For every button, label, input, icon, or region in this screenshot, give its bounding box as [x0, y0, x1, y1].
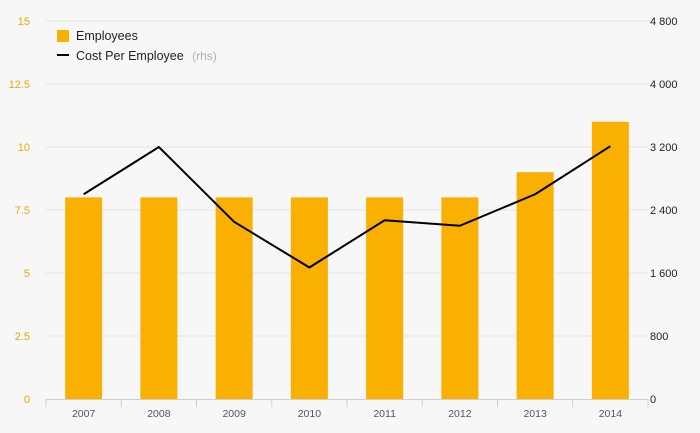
legend: Employees Cost Per Employee (rhs): [57, 29, 217, 64]
line-series: [83, 145, 611, 269]
x-tick-label: 2014: [599, 408, 623, 420]
bar-employees: [366, 197, 404, 399]
legend-employees-label: Employees: [76, 29, 138, 43]
bar-series: [65, 121, 629, 400]
y-right-tick-label: 2 400: [650, 205, 678, 217]
legend-employees-swatch: [57, 30, 69, 42]
axes: 0 0 2.5 800 5 1 600 7.5 2 400 10 3 200 12.5 4 000 15…: [9, 16, 678, 420]
grid-lines: [46, 20, 648, 337]
y-right-tick-label: 4 000: [650, 79, 678, 91]
x-tick-label: 2007: [72, 408, 96, 420]
x-tick-label: 2008: [147, 408, 171, 420]
y-left-tick-label: 12.5: [9, 79, 30, 91]
bar-employees: [441, 197, 479, 399]
bar-employees: [215, 197, 253, 399]
line-cost-per-employee: [83, 145, 611, 269]
bar-employees: [591, 121, 629, 400]
y-right-tick-label: 0: [650, 394, 656, 406]
bar-employees: [290, 197, 328, 399]
x-tick-label: 2012: [448, 408, 472, 420]
y-left-tick-label: 2.5: [15, 331, 30, 343]
x-tick-label: 2011: [373, 408, 396, 420]
y-left-tick-label: 15: [18, 16, 30, 28]
y-right-tick-label: 3 200: [650, 142, 678, 154]
y-right-tick-label: 4 800: [650, 16, 678, 28]
bar-employees: [65, 197, 103, 399]
x-tick-label: 2009: [222, 408, 246, 420]
x-tick-label: 2013: [523, 408, 547, 420]
y-left-tick-label: 7.5: [15, 205, 30, 217]
y-left-tick-label: 0: [24, 394, 30, 406]
x-tick-label: 2010: [298, 408, 322, 420]
legend-cost-label: Cost Per Employee (rhs): [76, 47, 217, 64]
bar-employees: [516, 172, 554, 399]
bar-employees: [140, 197, 178, 399]
y-left-tick-label: 10: [18, 142, 30, 154]
y-left-tick-label: 5: [24, 268, 30, 280]
y-right-tick-label: 800: [650, 331, 668, 343]
y-right-tick-label: 1 600: [650, 268, 678, 280]
